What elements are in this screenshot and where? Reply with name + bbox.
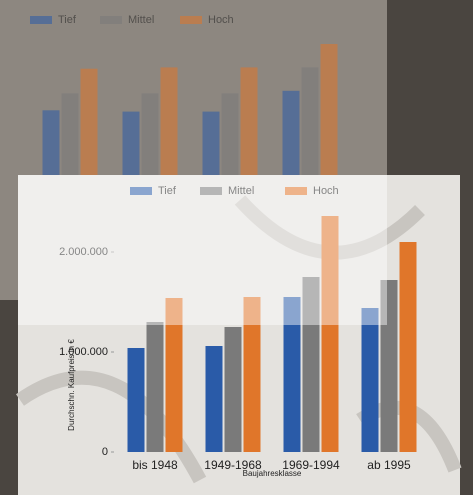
legend-swatch: [30, 16, 52, 24]
y-tick-label: 0: [102, 446, 108, 458]
bar: [146, 322, 164, 452]
bar: [361, 308, 379, 452]
x-tick-label: ab 1995: [367, 458, 411, 472]
y-tick-label: 1.000.000: [59, 346, 108, 358]
overlay: [18, 175, 387, 325]
legend-label: Hoch: [313, 185, 339, 197]
legend-swatch: [130, 187, 152, 195]
bar: [165, 298, 183, 452]
legend-swatch: [100, 16, 122, 24]
bar: [283, 297, 301, 452]
legend-swatch: [200, 187, 222, 195]
legend-swatch: [180, 16, 202, 24]
legend-label: Hoch: [208, 14, 234, 26]
bar: [399, 242, 417, 452]
bar: [302, 277, 320, 452]
x-axis-label: Baujahresklasse: [243, 469, 302, 478]
bar: [127, 348, 145, 452]
x-tick-label: 1969-1994: [282, 458, 340, 472]
legend-label: Tief: [58, 14, 77, 26]
y-axis-label: Durchschn. Kaufpreis in €: [67, 339, 76, 431]
bar: [321, 216, 339, 452]
bar: [224, 327, 242, 452]
y-tick-label: 2.000.000: [59, 246, 108, 258]
bar: [243, 297, 261, 452]
bar: [380, 280, 398, 452]
bottom-chart: 0 1.000.000 2.000.000 bis 1948 1949-1968 1969…: [59, 185, 417, 478]
legend-swatch: [285, 187, 307, 195]
legend-label: Mittel: [228, 185, 254, 197]
legend-label: Mittel: [128, 14, 154, 26]
x-tick-label: 1949-1968: [204, 458, 262, 472]
x-tick-label: bis 1948: [132, 458, 178, 472]
bar: [205, 346, 223, 452]
legend-label: Tief: [158, 185, 177, 197]
